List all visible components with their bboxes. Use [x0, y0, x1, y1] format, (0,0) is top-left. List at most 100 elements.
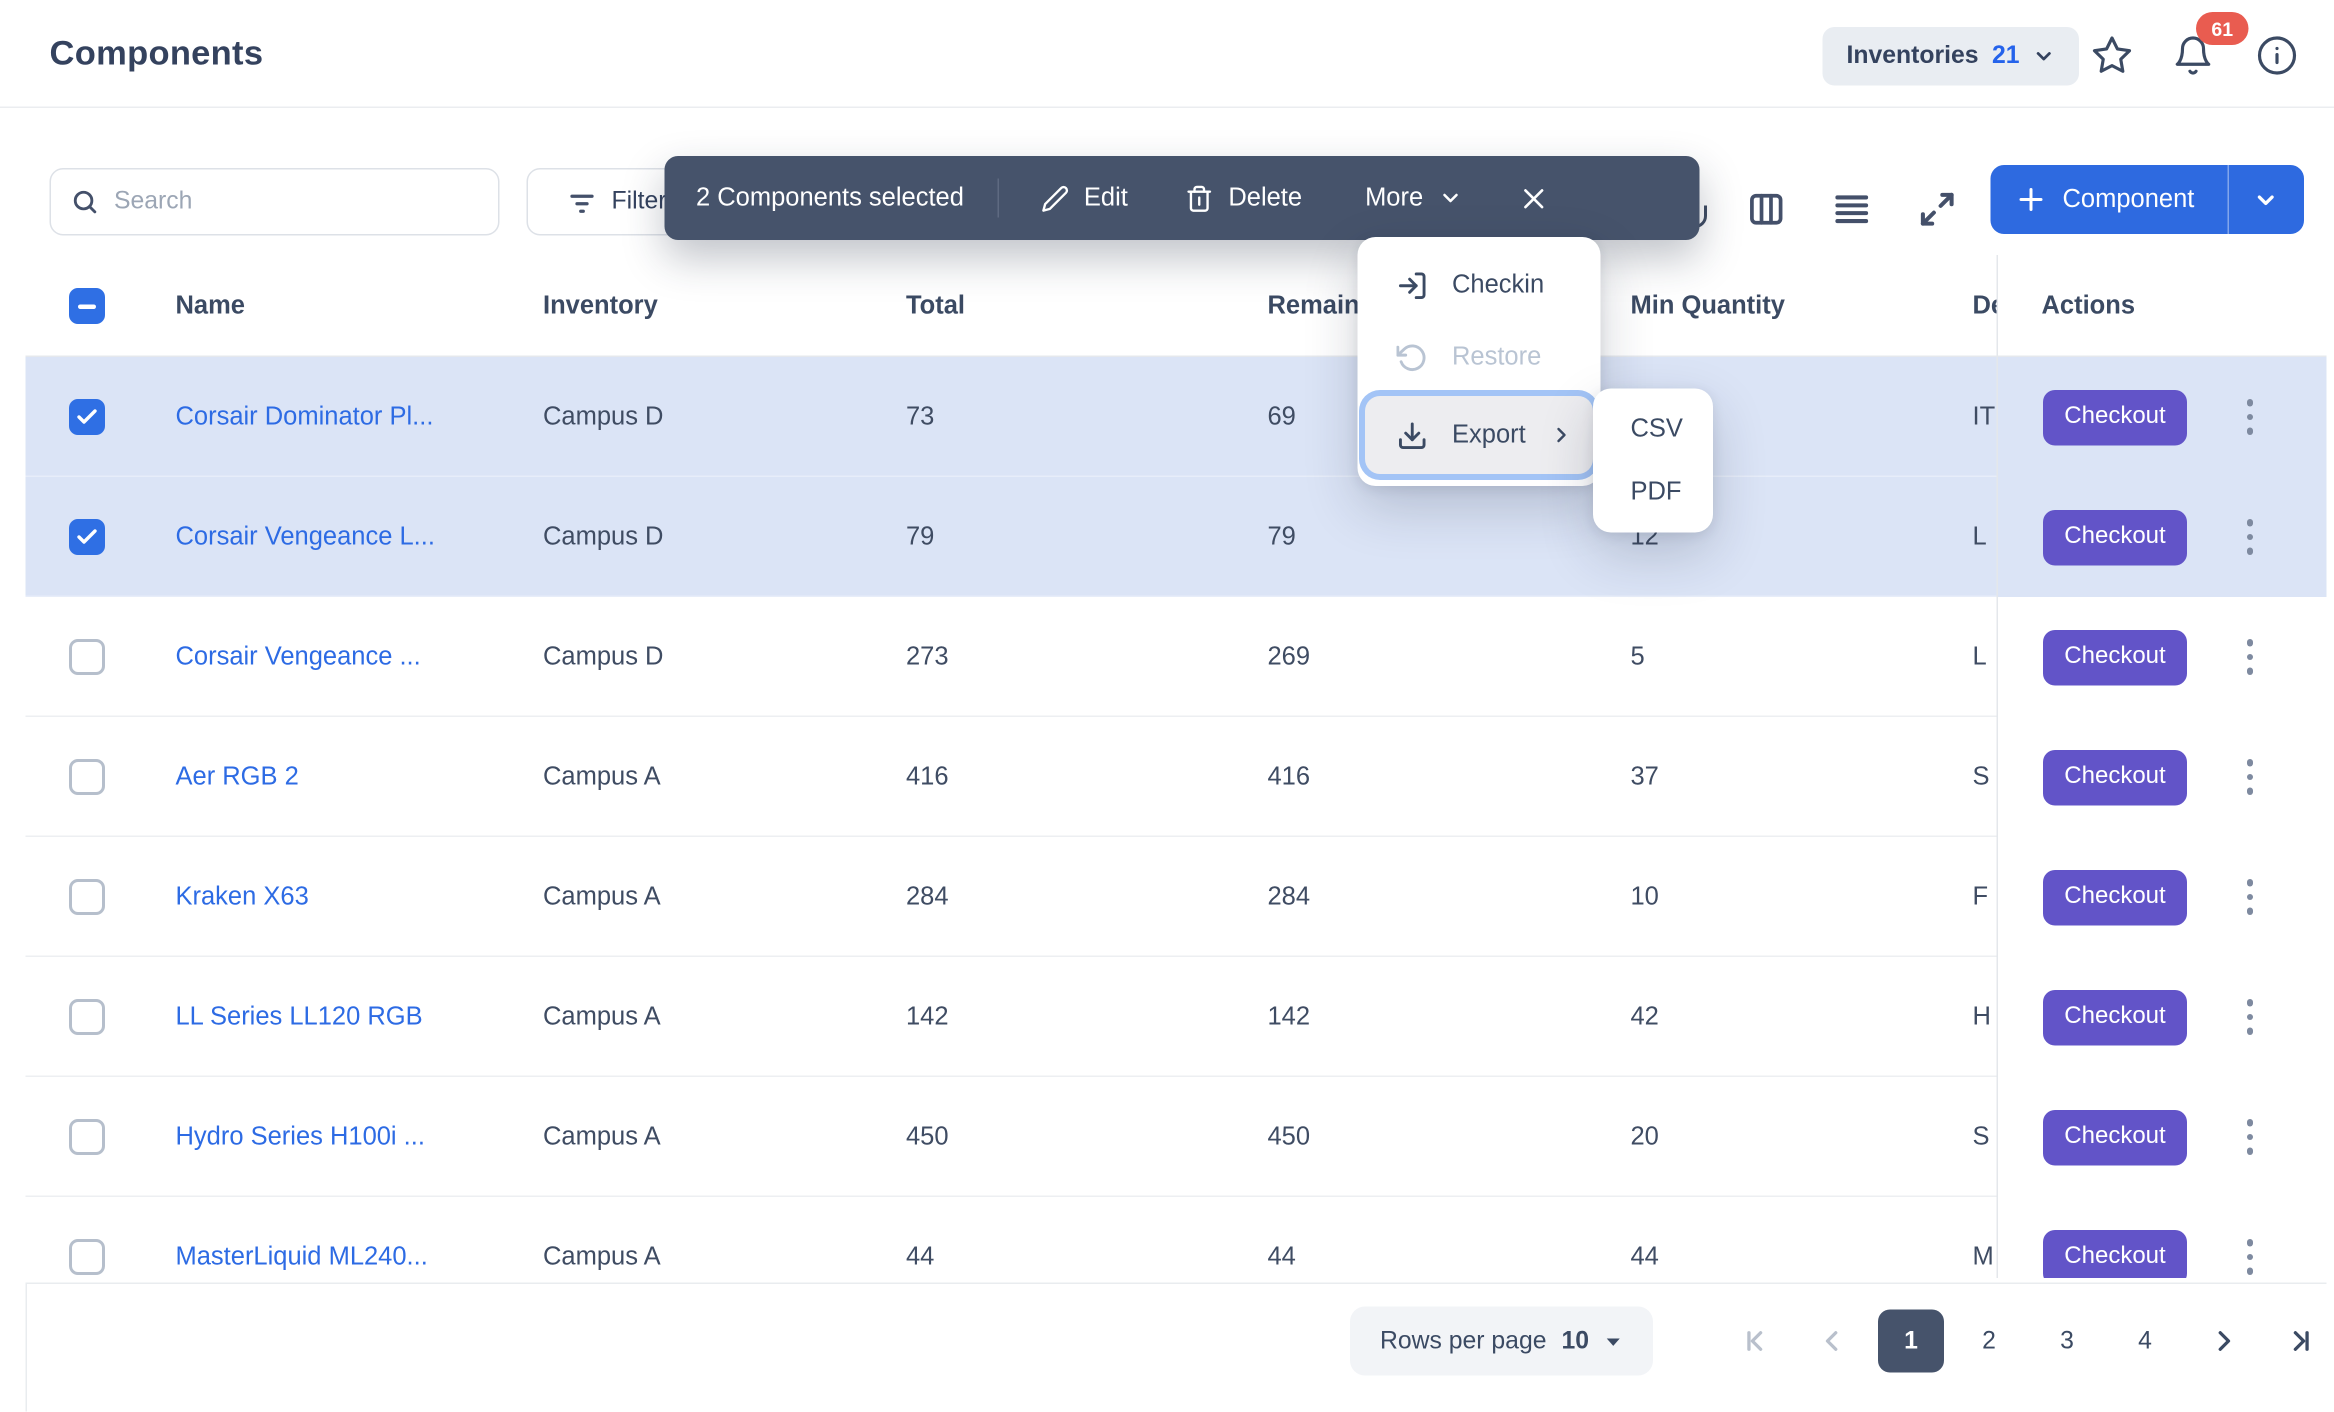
component-name-link[interactable]: Corsair Dominator Pl...	[175, 402, 434, 431]
column-header-department[interactable]: Department	[1972, 291, 1997, 320]
checkout-button[interactable]: Checkout	[2043, 1109, 2187, 1165]
add-component-split-button: Component	[1990, 165, 2304, 234]
row-menu-kebab-icon[interactable]	[2229, 387, 2271, 447]
total-cell: 416	[906, 762, 949, 791]
delete-button[interactable]: Delete	[1185, 183, 1302, 213]
menu-item-label: Restore	[1452, 342, 1542, 371]
row-checkbox[interactable]	[69, 519, 105, 555]
column-header-total[interactable]: Total	[906, 291, 966, 320]
page-title: Components	[49, 33, 264, 72]
department-cell: S	[1972, 1122, 1990, 1151]
submenu-item-csv[interactable]: CSV	[1630, 414, 1683, 443]
page-button-3[interactable]: 3	[2034, 1310, 2100, 1373]
component-name-link[interactable]: Aer RGB 2	[175, 762, 299, 791]
menu-item-export[interactable]: Export	[1365, 396, 1593, 474]
row-menu-kebab-icon[interactable]	[2229, 627, 2271, 687]
department-cell: F	[1972, 882, 1989, 911]
columns-icon	[1745, 188, 1786, 229]
favorite-star-button[interactable]	[2091, 35, 2133, 77]
total-cell: 450	[906, 1122, 949, 1151]
fullscreen-button[interactable]	[1911, 183, 1962, 234]
component-name-link[interactable]: Corsair Vengeance L...	[175, 522, 435, 551]
columns-button[interactable]	[1740, 183, 1791, 234]
row-menu-kebab-icon[interactable]	[2229, 1107, 2271, 1167]
page-button-1[interactable]: 1	[1878, 1309, 1944, 1373]
department-cell: S	[1972, 762, 1990, 791]
next-page-button[interactable]	[2192, 1310, 2255, 1373]
row-checkbox[interactable]	[69, 1239, 105, 1275]
export-icon	[1397, 419, 1429, 451]
checkout-button[interactable]: Checkout	[2043, 389, 2187, 445]
close-selection-button[interactable]	[1519, 184, 1585, 213]
inventories-dropdown[interactable]: Inventories 21	[1822, 27, 2080, 86]
expand-icon	[1916, 188, 1957, 229]
info-button[interactable]	[2256, 35, 2298, 77]
component-name-link[interactable]: Hydro Series H100i ...	[175, 1122, 425, 1151]
column-header-inventory[interactable]: Inventory	[543, 291, 658, 320]
remaining-cell: 450	[1267, 1122, 1311, 1151]
more-button[interactable]: More	[1365, 183, 1462, 213]
component-name-link[interactable]: Kraken X63	[175, 882, 309, 911]
component-name-link[interactable]: Corsair Vengeance ...	[175, 642, 421, 671]
caret-down-icon	[1604, 1331, 1624, 1351]
inventory-cell: Campus A	[543, 762, 661, 791]
department-cell: L	[1972, 522, 1987, 551]
checkout-button[interactable]: Checkout	[2043, 989, 2187, 1045]
remaining-cell: 69	[1267, 402, 1296, 431]
min-quantity-cell: 10	[1630, 882, 1659, 911]
checkout-button[interactable]: Checkout	[2043, 629, 2187, 685]
row-checkbox[interactable]	[69, 1119, 105, 1155]
search-input[interactable]	[114, 187, 479, 216]
star-icon	[2091, 35, 2133, 77]
total-cell: 142	[906, 1002, 949, 1031]
column-header-min-quantity[interactable]: Min Quantity	[1630, 291, 1785, 320]
row-menu-kebab-icon[interactable]	[2229, 987, 2271, 1047]
page-button-4[interactable]: 4	[2112, 1310, 2178, 1373]
checkout-button[interactable]: Checkout	[2043, 749, 2187, 805]
table-row: Corsair Dominator Pl... Campus D 73 69 I…	[25, 357, 2327, 477]
indeterminate-mark	[78, 303, 96, 309]
menu-item-restore[interactable]: Restore	[1358, 321, 1601, 393]
row-checkbox[interactable]	[69, 639, 105, 675]
row-menu-kebab-icon[interactable]	[2229, 867, 2271, 927]
component-name-link[interactable]: MasterLiquid ML240...	[175, 1242, 428, 1271]
edit-button[interactable]: Edit	[1040, 183, 1128, 213]
row-checkbox[interactable]	[69, 759, 105, 795]
actions-cell: Checkout	[1996, 477, 2327, 597]
column-header-name[interactable]: Name	[175, 291, 245, 320]
table-row: Hydro Series H100i ... Campus A 450 450 …	[25, 1077, 2327, 1197]
inventory-cell: Campus D	[543, 402, 664, 431]
min-quantity-cell: 37	[1630, 762, 1659, 791]
last-page-button[interactable]	[2268, 1310, 2331, 1373]
checkout-button[interactable]: Checkout	[2043, 869, 2187, 925]
page-button-2[interactable]: 2	[1956, 1310, 2022, 1373]
previous-page-button[interactable]	[1802, 1310, 1865, 1373]
notifications-button[interactable]	[2172, 35, 2214, 77]
selection-toolbar: 2 Components selected Edit Delete More	[664, 156, 1700, 240]
row-menu-kebab-icon[interactable]	[2229, 507, 2271, 567]
first-page-button[interactable]	[1725, 1310, 1788, 1373]
checkout-button[interactable]: Checkout	[2043, 509, 2187, 565]
chevron-right-icon	[1550, 423, 1574, 447]
rows-per-page-select[interactable]: Rows per page 10	[1350, 1306, 1654, 1376]
row-menu-kebab-icon[interactable]	[2229, 747, 2271, 807]
edit-label: Edit	[1083, 183, 1128, 212]
row-density-button[interactable]	[1826, 183, 1877, 234]
add-component-button[interactable]: Component	[1991, 165, 2228, 234]
select-all-checkbox[interactable]	[69, 288, 105, 324]
submenu-item-pdf[interactable]: PDF	[1630, 477, 1682, 506]
component-name-link[interactable]: LL Series LL120 RGB	[175, 1002, 423, 1031]
chevron-down-icon	[2254, 187, 2280, 213]
row-checkbox[interactable]	[69, 999, 105, 1035]
menu-item-checkin[interactable]: Checkin	[1358, 249, 1601, 321]
row-checkbox[interactable]	[69, 879, 105, 915]
add-component-caret-button[interactable]	[2229, 165, 2304, 234]
restore-icon	[1396, 341, 1429, 373]
checkout-button[interactable]: Checkout	[2043, 1229, 2187, 1278]
row-menu-kebab-icon[interactable]	[2229, 1227, 2271, 1278]
info-icon	[2256, 35, 2298, 77]
row-checkbox[interactable]	[69, 399, 105, 435]
selected-count-text: 2 Components selected	[696, 183, 964, 212]
